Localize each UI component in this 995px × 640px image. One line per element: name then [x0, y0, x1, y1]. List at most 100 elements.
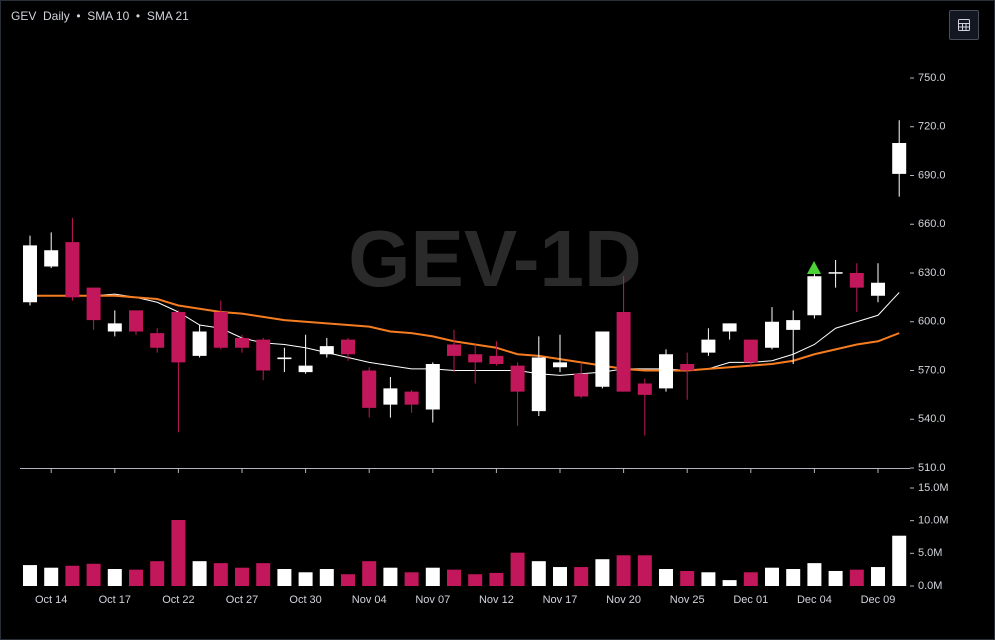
volume-bar [468, 574, 483, 586]
candle-body [701, 339, 716, 353]
candle-body [447, 344, 461, 356]
x-tick-label: Nov 20 [606, 594, 641, 606]
candle-body [256, 339, 271, 371]
y-tick-label: 600.0 [918, 316, 946, 328]
table-view-button[interactable] [949, 10, 979, 40]
candle-body [235, 338, 249, 348]
volume-bar [86, 563, 101, 586]
volume-bar [425, 567, 440, 586]
volume-bar [765, 567, 779, 586]
volume-bar [595, 559, 610, 586]
candle-body [510, 365, 525, 392]
x-tick-label: Nov 17 [543, 594, 578, 606]
interval: Daily [43, 9, 70, 23]
volume-bar [722, 580, 737, 586]
candle-body [849, 273, 864, 288]
volume-bar [743, 572, 758, 586]
volume-bar [637, 555, 652, 586]
x-tick-label: Nov 25 [670, 594, 705, 606]
watermark: GEV-1D [348, 214, 641, 303]
candle-body [765, 321, 779, 348]
y-tick-label: 660.0 [918, 218, 946, 230]
y-tick-label: 720.0 [918, 121, 946, 133]
x-tick-label: Dec 09 [861, 594, 896, 606]
volume-bar [828, 570, 843, 586]
candle-body [637, 383, 652, 395]
candle-body [362, 370, 377, 408]
candle-body [129, 310, 143, 332]
volume-bar [892, 535, 907, 586]
volume-bar [871, 567, 885, 586]
candle-body [150, 333, 165, 348]
volume-bar [150, 561, 165, 586]
volume-tick-label: 15.0M [918, 482, 949, 494]
volume-bar [192, 561, 207, 586]
candle-body [595, 331, 610, 387]
candle-body [341, 339, 355, 355]
candle-body [86, 287, 101, 321]
volume-bar [256, 563, 271, 586]
volume-bar [531, 561, 546, 586]
candle-body [192, 331, 207, 356]
candle-body [680, 364, 695, 371]
volume-bar [510, 552, 525, 586]
candle-body [404, 391, 419, 405]
volume-bar [786, 569, 801, 586]
volume-bar [616, 555, 631, 586]
volume-bar [680, 570, 695, 586]
candle-body [553, 362, 567, 368]
volume-bar [65, 565, 80, 586]
candle-body [44, 250, 59, 267]
candle-body [722, 323, 737, 332]
x-tick-label: Oct 30 [289, 594, 321, 606]
x-tick-label: Dec 04 [797, 594, 832, 606]
volume-bar [362, 561, 377, 586]
candle-body [616, 312, 631, 392]
volume-bar [341, 574, 355, 586]
volume-bar [213, 563, 228, 586]
y-tick-label: 510.0 [918, 462, 946, 474]
x-tick-label: Nov 04 [352, 594, 387, 606]
volume-bar [701, 572, 716, 586]
candle-body [828, 272, 843, 274]
volume-bar [107, 569, 122, 586]
volume-tick-label: 10.0M [918, 515, 949, 527]
candle-body [743, 339, 758, 363]
volume-bar [298, 572, 313, 586]
candle-body [298, 365, 313, 373]
volume-bar [171, 520, 186, 586]
volume-bar [44, 567, 59, 586]
x-tick-label: Oct 27 [226, 594, 258, 606]
volume-bar [319, 569, 334, 586]
volume-bar [23, 565, 37, 586]
candle-body [786, 320, 801, 330]
candle-body [807, 276, 822, 316]
legend: GEV Daily • SMA 10 • SMA 21 [11, 9, 189, 23]
x-tick-label: Nov 12 [479, 594, 514, 606]
volume-bar [277, 569, 292, 586]
x-tick-label: Oct 14 [35, 594, 67, 606]
candle-body [107, 323, 122, 332]
x-tick-label: Oct 17 [99, 594, 131, 606]
candle-body [892, 143, 907, 174]
volume-bar [235, 567, 249, 586]
candle-body [65, 242, 80, 298]
candle-body [871, 282, 885, 296]
sma-line [30, 294, 900, 372]
volume-bar [807, 563, 822, 586]
candle-body [23, 245, 37, 303]
volume-tick-label: 5.0M [918, 547, 942, 559]
volume-bar [574, 567, 589, 586]
y-tick-label: 540.0 [918, 413, 946, 425]
candle-body [277, 357, 292, 360]
candle-body [383, 388, 398, 405]
candle-body [574, 373, 589, 397]
volume-bar [404, 572, 419, 586]
candle-body [659, 354, 673, 389]
volume-tick-label: 0.0M [918, 580, 942, 592]
y-tick-label: 690.0 [918, 169, 946, 181]
volume-bar [447, 569, 461, 586]
volume-bar [489, 572, 504, 586]
